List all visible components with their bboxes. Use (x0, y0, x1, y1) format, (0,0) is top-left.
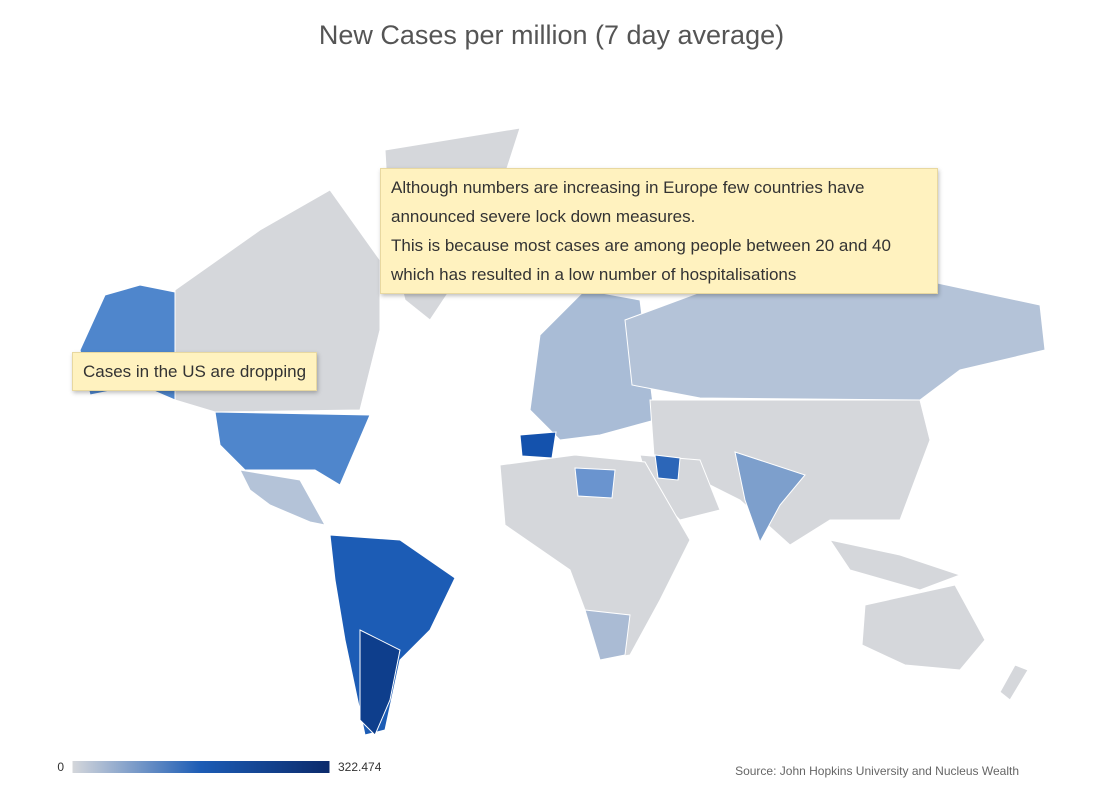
australia (861, 584, 986, 671)
africa (499, 454, 691, 661)
india (734, 451, 806, 544)
map-title: New Cases per million (7 day average) (318, 20, 785, 50)
southeast-asia (828, 539, 962, 591)
argentina (359, 629, 401, 736)
legend-tick-label: 0 (57, 760, 64, 774)
annotation-text: This is because most cases are among peo… (391, 236, 891, 284)
usa (214, 411, 371, 486)
new-zealand (999, 664, 1029, 701)
mexico (239, 469, 326, 526)
source-note: Source: John Hopkins University and Nucl… (735, 764, 1019, 778)
legend-tick-label: 322.474 (338, 760, 382, 774)
annotation-text: Although numbers are increasing in Europ… (391, 178, 865, 226)
annotation-text: Cases in the US are dropping (83, 362, 307, 381)
south-africa (584, 609, 631, 661)
iraq (654, 454, 681, 481)
annotation: Cases in the US are dropping (72, 352, 318, 391)
south-america (329, 534, 456, 736)
annotation: Although numbers are increasing in Europ… (380, 168, 938, 294)
spain (519, 431, 557, 459)
legend-ticks: 0 322.474 (57, 760, 381, 774)
libya (574, 467, 616, 499)
legend-bar (72, 761, 330, 773)
